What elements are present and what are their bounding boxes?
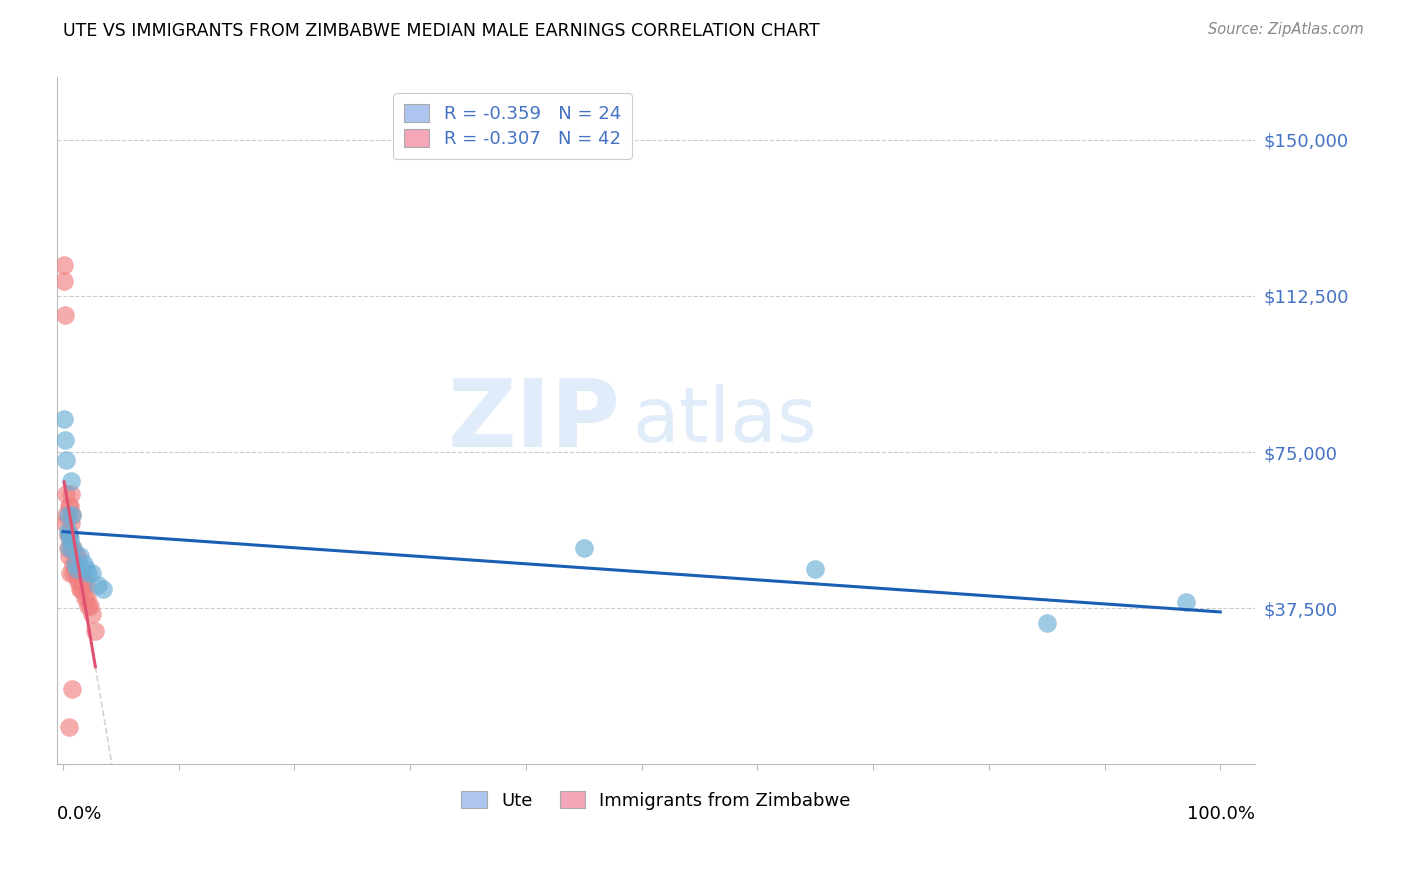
Point <box>69 582 91 597</box>
Point <box>75 561 97 575</box>
Point <box>804 561 827 575</box>
Point <box>60 541 83 555</box>
Point <box>55 508 77 522</box>
Point <box>572 541 595 555</box>
Point <box>56 524 79 538</box>
Point <box>60 516 83 530</box>
Point <box>63 558 86 572</box>
Point <box>76 591 98 605</box>
Point <box>63 549 86 563</box>
Point <box>53 308 76 322</box>
Point <box>66 574 89 588</box>
Text: UTE VS IMMIGRANTS FROM ZIMBABWE MEDIAN MALE EARNINGS CORRELATION CHART: UTE VS IMMIGRANTS FROM ZIMBABWE MEDIAN M… <box>63 22 820 40</box>
Point <box>79 599 101 613</box>
Text: 100.0%: 100.0% <box>1187 805 1256 823</box>
Point <box>63 561 86 575</box>
Point <box>58 720 80 734</box>
Point <box>53 516 76 530</box>
Point <box>93 582 115 597</box>
Point <box>66 566 89 580</box>
Point <box>60 682 83 697</box>
Point <box>58 499 80 513</box>
Point <box>67 574 90 588</box>
Point <box>62 558 84 572</box>
Point <box>53 411 76 425</box>
Point <box>59 533 82 547</box>
Text: ZIP: ZIP <box>447 375 620 467</box>
Legend: Ute, Immigrants from Zimbabwe: Ute, Immigrants from Zimbabwe <box>454 784 858 817</box>
Point <box>59 499 82 513</box>
Point <box>72 582 94 597</box>
Text: 0.0%: 0.0% <box>58 805 103 823</box>
Point <box>73 574 96 588</box>
Point <box>86 578 108 592</box>
Point <box>69 566 91 580</box>
Point <box>55 486 77 500</box>
Point <box>58 528 80 542</box>
Point <box>70 582 93 597</box>
Point <box>56 508 79 522</box>
Point <box>53 433 76 447</box>
Point <box>58 541 80 555</box>
Point <box>66 561 89 575</box>
Point <box>80 566 103 580</box>
Point <box>60 508 83 522</box>
Point <box>80 607 103 622</box>
Point <box>55 453 77 467</box>
Point <box>70 566 93 580</box>
Point <box>53 258 76 272</box>
Point <box>73 591 96 605</box>
Point <box>60 541 83 555</box>
Point <box>59 566 82 580</box>
Point <box>66 549 89 563</box>
Point <box>58 549 80 563</box>
Point <box>75 578 97 592</box>
Point <box>77 566 100 580</box>
Point <box>84 624 107 638</box>
Point <box>69 549 91 563</box>
Point <box>77 599 100 613</box>
Text: Source: ZipAtlas.com: Source: ZipAtlas.com <box>1208 22 1364 37</box>
Point <box>53 274 76 288</box>
Point <box>73 558 96 572</box>
Point <box>60 508 83 522</box>
Point <box>56 541 79 555</box>
Point <box>58 528 80 542</box>
Point <box>62 566 84 580</box>
Point <box>65 558 87 572</box>
Point <box>60 474 83 488</box>
Point <box>60 486 83 500</box>
Text: atlas: atlas <box>633 384 817 458</box>
Point <box>62 541 84 555</box>
Point <box>1174 595 1197 609</box>
Point <box>56 528 79 542</box>
Point <box>1035 615 1057 630</box>
